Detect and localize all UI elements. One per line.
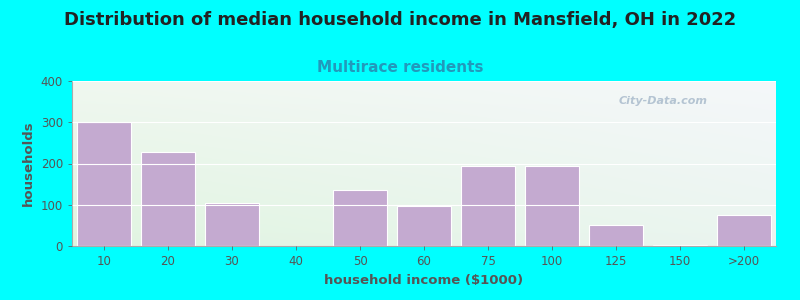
Bar [461,167,515,246]
Bar [525,167,579,246]
X-axis label: household income ($1000): household income ($1000) [325,274,523,286]
Bar [717,215,771,246]
Bar [653,245,707,246]
Text: City-Data.com: City-Data.com [619,96,708,106]
Bar [77,122,131,246]
Bar [205,203,259,246]
Text: Distribution of median household income in Mansfield, OH in 2022: Distribution of median household income … [64,11,736,28]
Bar [589,224,643,246]
Bar [333,190,387,246]
Bar [397,206,451,246]
Y-axis label: households: households [22,121,35,206]
Bar [141,152,195,246]
Text: Multirace residents: Multirace residents [317,60,483,75]
